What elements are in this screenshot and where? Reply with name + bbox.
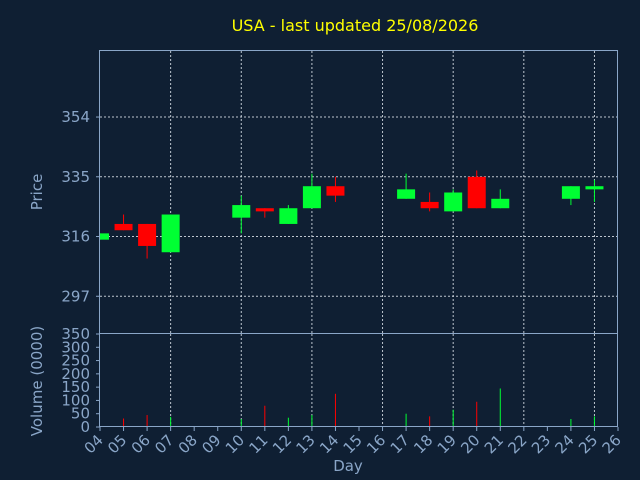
- volume-y-tick-label: 0: [80, 418, 90, 436]
- candle-body: [467, 176, 486, 209]
- candlestick: [232, 195, 251, 234]
- x-tick-label: 24: [552, 431, 578, 457]
- candle-body: [255, 208, 274, 212]
- candlestick: [114, 214, 133, 231]
- candle-body: [397, 189, 416, 199]
- x-ticks: 0405060708091011121314151617181920212223…: [81, 427, 625, 457]
- x-tick-label: 12: [269, 431, 295, 457]
- volume-y-tick-label: 250: [61, 352, 90, 370]
- candlestick: [138, 223, 157, 259]
- x-tick-label: 25: [575, 431, 601, 457]
- candle-body: [326, 186, 345, 196]
- volume-plot-frame: [99, 333, 618, 427]
- candlestick: [444, 189, 463, 212]
- x-tick-label: 20: [457, 431, 483, 457]
- volume-y-tick-label: 350: [61, 325, 90, 343]
- x-tick-label: 08: [175, 431, 201, 457]
- candle-body: [585, 186, 604, 190]
- volume-y-tick-label: 200: [61, 365, 90, 383]
- candlestick: [255, 208, 274, 218]
- candle-body: [138, 223, 157, 246]
- x-tick-label: 05: [104, 431, 130, 457]
- candle-body: [161, 214, 180, 253]
- candlestick: [302, 173, 321, 209]
- price-y-tick-label: 297: [61, 287, 90, 305]
- x-tick-label: 26: [599, 431, 625, 457]
- volume-y-tick-label: 150: [61, 378, 90, 396]
- x-tick-label: 14: [316, 431, 342, 457]
- x-tick-label: 19: [434, 431, 460, 457]
- x-tick-label: 18: [410, 431, 436, 457]
- candlestick: [585, 179, 604, 202]
- candlestick: [326, 176, 345, 202]
- candlestick: [161, 214, 180, 253]
- x-tick-label: 06: [128, 431, 154, 457]
- x-tick-label: 16: [363, 431, 389, 457]
- candle-body: [279, 208, 298, 224]
- candle-body: [491, 198, 510, 209]
- price-y-tick-label: 316: [61, 228, 90, 246]
- x-tick-label: 13: [293, 431, 319, 457]
- x-tick-label: 09: [198, 431, 224, 457]
- candlestick: [397, 173, 416, 199]
- candle-body: [420, 201, 439, 209]
- candle-body: [114, 223, 133, 231]
- day-axis-label: Day: [333, 457, 363, 475]
- candle-body: [100, 233, 109, 240]
- candle-body: [232, 205, 251, 218]
- candlestick: [467, 170, 486, 209]
- volume-y-tick-label: 100: [61, 391, 90, 409]
- volume-y-tick-label: 50: [71, 405, 90, 423]
- x-tick-label: 17: [387, 431, 413, 457]
- x-tick-label: 10: [222, 431, 248, 457]
- volume-grid: [170, 334, 595, 427]
- candlestick: [561, 186, 580, 206]
- price-y-tick-label: 335: [61, 168, 90, 186]
- price-y-ticks: 297 316 335 354: [61, 108, 100, 305]
- candle-body: [561, 186, 580, 199]
- candlestick: [279, 205, 298, 224]
- volume-axis-label: Volume (0000): [28, 326, 46, 436]
- x-tick-label: 11: [245, 431, 271, 457]
- candlestick: [491, 189, 510, 209]
- x-tick-label: 07: [151, 431, 177, 457]
- x-tick-label: 22: [504, 431, 530, 457]
- price-y-tick-label: 354: [61, 108, 90, 126]
- candlestick: [99, 233, 109, 240]
- price-candles: [99, 170, 604, 259]
- volume-y-tick-label: 300: [61, 338, 90, 356]
- x-tick-label: 21: [481, 431, 507, 457]
- candle-body: [444, 192, 463, 212]
- chart-title: USA - last updated 25/08/2026: [232, 16, 479, 35]
- x-tick-label: 15: [340, 431, 366, 457]
- volume-bars: [123, 388, 595, 427]
- x-tick-label: 23: [528, 431, 554, 457]
- price-grid: [100, 51, 618, 334]
- price-plot-frame: [99, 50, 618, 334]
- candlestick: [420, 192, 439, 212]
- price-axis-label: Price: [28, 174, 46, 211]
- candle-body: [302, 186, 321, 209]
